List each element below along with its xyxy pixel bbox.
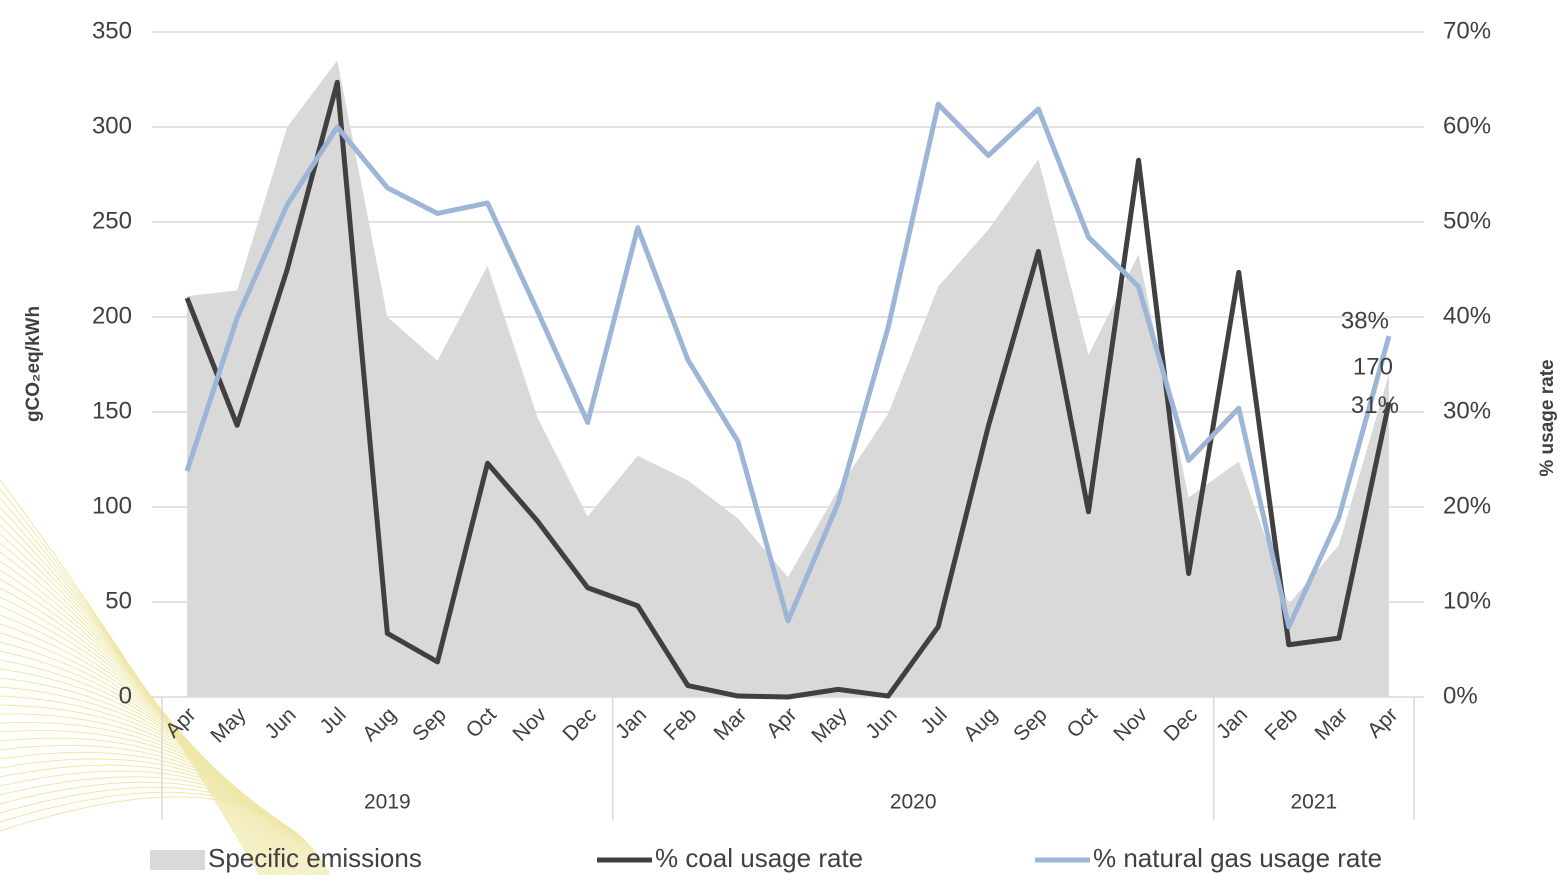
line (184, 79, 1392, 700)
x-tick-label: May (206, 703, 251, 748)
decor-line (0, 686, 302, 875)
decor-line (0, 770, 322, 875)
y-axis-label: gCO₂eq/kWh (23, 306, 44, 422)
y-tick-label: 100 (92, 492, 132, 519)
line (184, 101, 1392, 630)
plot-area (184, 60, 1392, 700)
decor-line (0, 737, 313, 875)
decor-line (0, 776, 324, 875)
x-tick-label: Jun (861, 703, 901, 743)
decor-line (0, 764, 320, 875)
x-tick-label: Jul (315, 703, 350, 738)
decor-line (0, 744, 315, 875)
decor-line (0, 786, 328, 875)
legend-label: % natural gas usage rate (1093, 843, 1382, 873)
decor-line (0, 623, 290, 875)
data-label: 170 (1353, 353, 1393, 380)
x-tick-label: Oct (462, 703, 501, 742)
decor-line (0, 704, 306, 875)
x-tick-label: Sep (408, 703, 451, 746)
y2-tick-label: 10% (1443, 587, 1491, 614)
y-tick-label: 0 (119, 682, 132, 709)
x-tick-label: Jan (1212, 703, 1252, 743)
area (187, 60, 1389, 697)
y-tick-label: 250 (92, 207, 132, 234)
y2-tick-label: 30% (1443, 397, 1491, 424)
y2-tick-label: 40% (1443, 302, 1491, 329)
legend-swatch (150, 850, 205, 870)
x-tick-label: Feb (659, 703, 701, 745)
decor-line (0, 677, 301, 875)
x-tick-label: Nov (1109, 703, 1152, 746)
group-label: 2020 (890, 791, 937, 814)
x-tick-label: Jan (611, 703, 651, 743)
x-tick-label: Jun (260, 703, 300, 743)
decor-line (0, 668, 299, 875)
x-tick-label: May (807, 703, 852, 748)
decor-line (0, 713, 308, 875)
decor-line (0, 569, 279, 875)
y-tick-label: 150 (92, 397, 132, 424)
x-tick-label: Apr (762, 703, 801, 742)
y2-tick-label: 70% (1443, 17, 1491, 44)
y2-tick-label: 60% (1443, 112, 1491, 139)
decor-line (0, 721, 310, 875)
x-tick-label: Oct (1063, 703, 1102, 742)
decor-line (0, 605, 286, 875)
decor-line (0, 614, 288, 875)
decor-line (0, 791, 329, 875)
x-tick-label: Sep (1009, 703, 1052, 746)
decor-line (0, 578, 281, 875)
decor-line (0, 751, 317, 875)
y2-axis-label: % usage rate (1537, 359, 1558, 476)
group-label: 2021 (1290, 791, 1337, 814)
decoration (0, 479, 331, 875)
x-tick-label: Feb (1260, 703, 1302, 745)
y-tick-label: 350 (92, 17, 132, 44)
x-tick-label: Apr (1363, 703, 1402, 742)
decor-line (0, 758, 319, 875)
x-tick-label: Mar (1310, 703, 1352, 745)
x-tick-label: Dec (1159, 703, 1202, 746)
data-label: 38% (1341, 307, 1389, 334)
y-tick-label: 50 (105, 587, 132, 614)
decor-line (0, 796, 331, 875)
decor-line (0, 551, 275, 875)
decor-line (0, 632, 292, 875)
y-tick-label: 300 (92, 112, 132, 139)
decor-line (0, 659, 297, 875)
x-tick-label: Mar (710, 703, 752, 745)
x-tick-label: Aug (959, 703, 1002, 746)
decor-line (0, 781, 326, 875)
decor-line (0, 596, 284, 875)
decor-line (0, 650, 295, 875)
decor-line (0, 533, 272, 875)
y-tick-label: 200 (92, 302, 132, 329)
y2-tick-label: 50% (1443, 207, 1491, 234)
decor-line (0, 560, 277, 875)
decor-line (0, 587, 283, 875)
decor-line (0, 695, 304, 875)
group-label: 2019 (364, 791, 411, 814)
x-tick-label: Jul (916, 703, 951, 738)
legend-label: Specific emissions (208, 843, 422, 873)
decor-line (0, 542, 274, 875)
y2-tick-label: 0% (1443, 682, 1478, 709)
legend-label: % coal usage rate (655, 843, 863, 873)
y2-tick-label: 20% (1443, 492, 1491, 519)
x-tick-label: Dec (558, 703, 601, 746)
decor-line (0, 641, 293, 875)
x-tick-label: Nov (508, 703, 551, 746)
decor-line (0, 729, 311, 875)
x-tick-label: Apr (161, 703, 200, 742)
x-tick-label: Aug (358, 703, 401, 746)
data-label: 31% (1351, 392, 1399, 419)
